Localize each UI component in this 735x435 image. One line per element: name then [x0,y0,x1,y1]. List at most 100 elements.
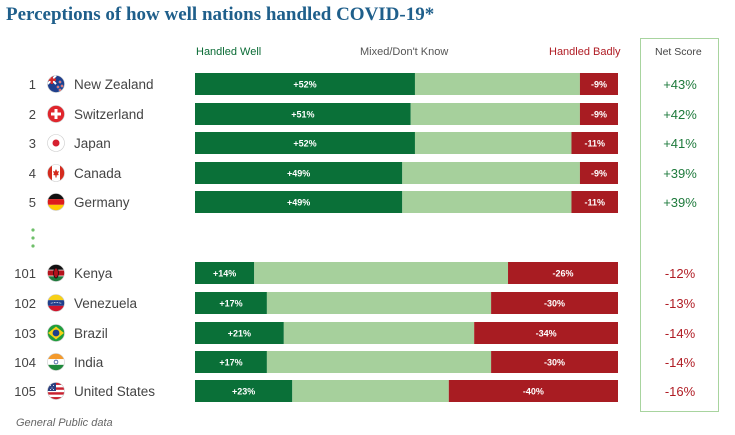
rank-label: 102 [14,296,36,311]
country-label: Japan [74,136,111,151]
handled-badly-label: -30% [544,358,565,368]
footnote: General Public data [16,417,113,429]
handled-badly-bar [579,162,618,184]
rank-label: 3 [29,136,36,151]
handled-badly-bar [474,322,618,344]
mixed-header: Mixed/Don't Know [360,46,449,58]
net-score-column [640,38,719,412]
new-zealand-flag [47,75,65,93]
venezuela-flag [47,294,65,312]
mixed-bar [283,322,475,344]
country-label: Switzerland [74,107,144,122]
handled-well-bar [195,351,267,373]
handled-well-label: +17% [219,358,242,368]
switzerland-flag [47,105,65,123]
net-score-value: +41% [663,136,697,151]
table-row: 105 United States +23% -40% -16% [14,380,696,402]
united-states-flag [47,382,65,400]
handled-well-bar [195,132,415,154]
handled-badly-label: -9% [591,169,607,179]
handled-badly-label: -9% [591,110,607,120]
rank-label: 2 [29,107,36,122]
handled-badly-label: -40% [523,387,544,397]
mixed-bar [414,132,572,154]
chart-title: Perceptions of how well nations handled … [6,4,435,25]
handled-well-label: +52% [293,139,316,149]
table-row: 2 Switzerland +51% -9% +42% [29,103,697,125]
rank-label: 105 [14,384,36,399]
kenya-flag [47,264,65,282]
handled-well-bar [195,292,267,314]
handled-well-header: Handled Well [196,46,262,58]
rank-label: 103 [14,326,36,341]
handled-badly-label: -11% [584,139,605,149]
country-label: Brazil [74,326,108,341]
handled-badly-bar [571,132,618,154]
mixed-bar [266,292,492,314]
mixed-bar [402,162,580,184]
handled-badly-label: -34% [536,329,557,339]
net-score-value: -14% [665,355,696,370]
table-row: 3 Japan +52% -11% +41% [29,132,697,154]
rank-label: 4 [29,166,36,181]
handled-badly-label: -30% [544,299,565,309]
net-score-value: +42% [663,107,697,122]
table-row: 5 Germany +49% -11% +39% [29,191,697,213]
handled-badly-bar [579,103,618,125]
handled-well-label: +17% [219,299,242,309]
brazil-flag [47,324,65,342]
japan-flag [47,134,65,152]
net-score-value: +43% [663,77,697,92]
handled-badly-label: -11% [584,198,605,208]
handled-well-bar [195,191,403,213]
handled-well-label: +49% [287,198,310,208]
table-row: 4 Canada +49% -9% +39% [29,162,697,184]
handled-badly-bar [491,351,618,373]
ellipsis-dot [31,244,35,248]
net-score-value: -16% [665,384,696,399]
germany-flag [47,193,65,211]
handled-well-bar [195,262,255,284]
handled-well-bar [195,380,293,402]
net-score-value: +39% [663,166,697,181]
handled-well-bar [195,322,284,344]
country-label: India [74,355,104,370]
india-flag [47,353,65,371]
rank-label: 5 [29,195,36,210]
handled-badly-label: -26% [553,269,574,279]
net-score-value: -13% [665,296,696,311]
handled-badly-bar [448,380,618,402]
handled-badly-header: Handled Badly [549,46,621,58]
country-label: New Zealand [74,77,154,92]
table-row: 104 India +17% -30% -14% [14,351,696,373]
mixed-bar [254,262,509,284]
mixed-bar [414,73,580,95]
rank-label: 104 [14,355,36,370]
net-score-value: +39% [663,195,697,210]
canada-flag [47,164,65,182]
net-score-header: Net Score [655,46,702,58]
country-label: United States [74,384,155,399]
rank-label: 101 [14,266,36,281]
country-label: Venezuela [74,296,138,311]
net-score-value: -12% [665,266,696,281]
table-row: 1 New Zealand +52% -9% +43% [29,73,697,95]
handled-badly-bar [508,262,618,284]
handled-well-label: +49% [287,169,310,179]
mixed-bar [292,380,449,402]
table-row: 102 Venezuela +17% -30% -13% [14,292,696,314]
handled-well-bar [195,162,403,184]
handled-badly-label: -9% [591,80,607,90]
mixed-bar [410,103,580,125]
handled-well-label: +51% [291,110,314,120]
ellipsis-dot [31,236,35,240]
handled-badly-bar [579,73,618,95]
handled-well-label: +52% [293,80,316,90]
country-label: Kenya [74,266,113,281]
handled-well-label: +14% [213,269,236,279]
handled-well-bar [195,103,411,125]
mixed-bar [402,191,572,213]
table-row: 101 Kenya +14% -26% -12% [14,262,696,284]
ellipsis-dot [31,228,35,232]
